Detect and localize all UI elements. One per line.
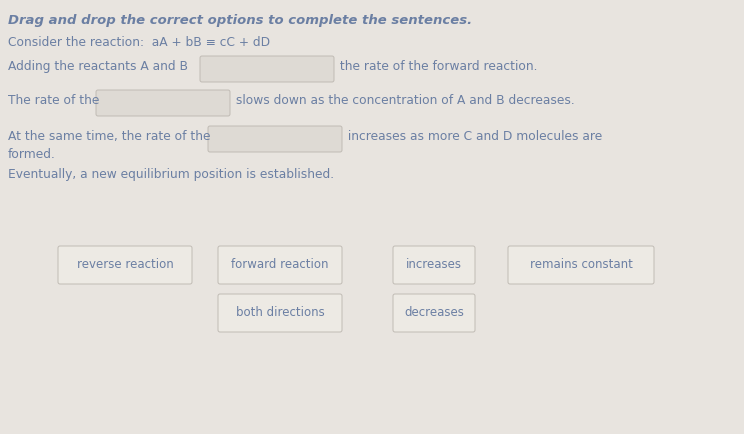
FancyBboxPatch shape xyxy=(218,246,342,284)
Text: Consider the reaction:  aA + bB ≡ cC + dD: Consider the reaction: aA + bB ≡ cC + dD xyxy=(8,36,270,49)
Text: forward reaction: forward reaction xyxy=(231,259,329,272)
FancyBboxPatch shape xyxy=(208,126,342,152)
Text: both directions: both directions xyxy=(236,306,324,319)
Text: slows down as the concentration of A and B decreases.: slows down as the concentration of A and… xyxy=(232,94,575,107)
Text: Drag and drop the correct options to complete the sentences.: Drag and drop the correct options to com… xyxy=(8,14,472,27)
FancyBboxPatch shape xyxy=(393,294,475,332)
Text: The rate of the: The rate of the xyxy=(8,94,100,107)
Text: the rate of the forward reaction.: the rate of the forward reaction. xyxy=(336,60,537,73)
FancyBboxPatch shape xyxy=(58,246,192,284)
Text: remains constant: remains constant xyxy=(530,259,632,272)
FancyBboxPatch shape xyxy=(508,246,654,284)
Text: decreases: decreases xyxy=(404,306,464,319)
Text: reverse reaction: reverse reaction xyxy=(77,259,173,272)
Text: Eventually, a new equilibrium position is established.: Eventually, a new equilibrium position i… xyxy=(8,168,334,181)
Text: At the same time, the rate of the: At the same time, the rate of the xyxy=(8,130,211,143)
Text: formed.: formed. xyxy=(8,148,56,161)
FancyBboxPatch shape xyxy=(200,56,334,82)
Text: Adding the reactants A and B: Adding the reactants A and B xyxy=(8,60,188,73)
Text: increases: increases xyxy=(406,259,462,272)
FancyBboxPatch shape xyxy=(96,90,230,116)
FancyBboxPatch shape xyxy=(218,294,342,332)
Text: increases as more C and D molecules are: increases as more C and D molecules are xyxy=(344,130,602,143)
FancyBboxPatch shape xyxy=(393,246,475,284)
